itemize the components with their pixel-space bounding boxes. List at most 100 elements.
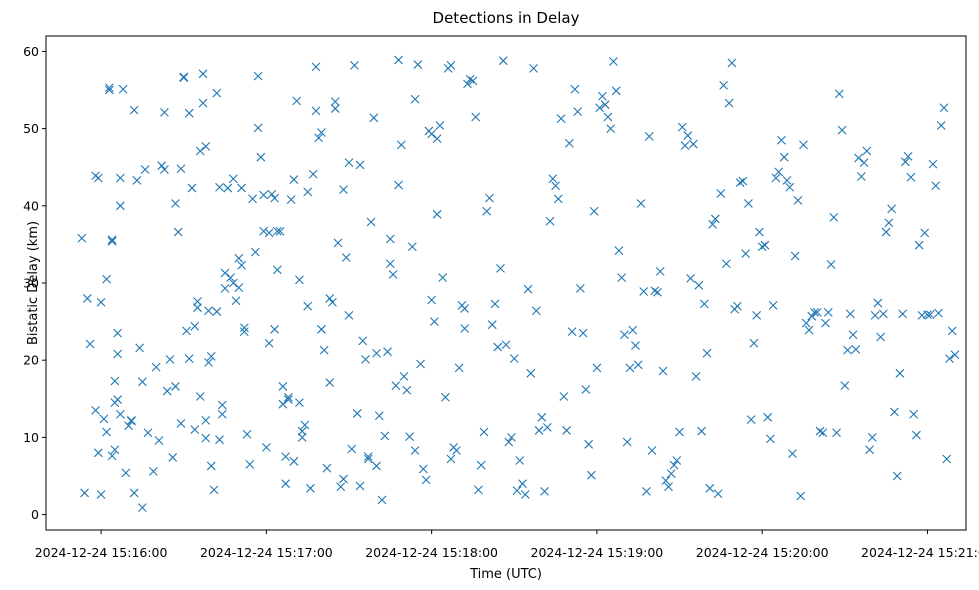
- data-point-marker: [870, 311, 880, 320]
- data-point-marker: [138, 377, 147, 387]
- data-point-marker: [215, 435, 224, 445]
- data-point-marker: [636, 199, 646, 208]
- data-point-marker: [245, 460, 255, 469]
- data-point-marker: [429, 317, 439, 326]
- data-point-marker: [865, 445, 874, 455]
- data-point-marker: [372, 461, 381, 471]
- data-point-marker: [107, 236, 117, 246]
- data-markers: [77, 55, 960, 513]
- data-point-marker: [573, 107, 583, 117]
- data-point-marker: [209, 485, 219, 495]
- data-point-marker: [124, 421, 134, 431]
- data-point-marker: [385, 259, 395, 269]
- data-point-marker: [746, 415, 756, 425]
- data-point-marker: [256, 152, 266, 162]
- data-point-marker: [421, 475, 431, 485]
- data-point-marker: [942, 454, 952, 464]
- data-point-marker: [945, 354, 954, 364]
- data-point-marker: [589, 206, 599, 216]
- y-tick-label: 60: [23, 44, 39, 59]
- data-point-marker: [410, 446, 420, 455]
- data-point-marker: [135, 343, 145, 353]
- data-point-marker: [735, 178, 745, 188]
- data-point-marker: [804, 325, 814, 335]
- data-point-marker: [669, 460, 679, 470]
- data-point-marker: [633, 360, 643, 370]
- data-point-marker: [432, 209, 442, 219]
- data-point-marker: [518, 479, 527, 489]
- data-point-marker: [768, 300, 778, 310]
- data-point-marker: [127, 416, 136, 426]
- data-point-marker: [889, 407, 899, 417]
- data-point-marker: [113, 349, 123, 359]
- data-point-marker: [328, 297, 337, 307]
- data-point-marker: [204, 358, 213, 367]
- data-point-marker: [115, 173, 125, 183]
- data-point-marker: [410, 94, 420, 104]
- data-point-marker: [173, 227, 183, 237]
- data-point-marker: [93, 448, 103, 458]
- data-point-marker: [644, 131, 654, 141]
- data-point-marker: [716, 189, 726, 198]
- data-point-marker: [603, 112, 613, 122]
- data-point-marker: [639, 287, 649, 296]
- data-point-marker: [374, 411, 384, 421]
- data-point-marker: [493, 342, 503, 352]
- data-point-marker: [553, 194, 563, 204]
- data-point-marker: [138, 503, 147, 513]
- data-point-marker: [777, 135, 786, 145]
- data-point-marker: [912, 430, 921, 440]
- data-point-marker: [653, 287, 662, 297]
- data-point-marker: [435, 121, 445, 130]
- data-point-marker: [914, 240, 924, 250]
- data-point-marker: [104, 85, 114, 95]
- data-point-marker: [829, 213, 839, 222]
- data-point-marker: [110, 376, 120, 386]
- data-point-marker: [215, 182, 224, 192]
- data-point-marker: [810, 307, 819, 317]
- data-point-marker: [132, 175, 142, 185]
- data-point-marker: [479, 427, 489, 437]
- data-point-marker: [812, 307, 822, 317]
- data-point-marker: [884, 218, 894, 228]
- data-point-marker: [427, 295, 437, 305]
- data-point-marker: [468, 76, 478, 86]
- data-point-marker: [352, 409, 362, 418]
- data-point-marker: [771, 173, 781, 183]
- data-point-marker: [545, 216, 555, 226]
- data-point-marker: [823, 307, 833, 317]
- data-point-marker: [339, 185, 348, 194]
- data-point-marker: [427, 129, 437, 139]
- data-point-marker: [113, 328, 123, 338]
- data-point-marker: [766, 434, 775, 444]
- data-point-marker: [239, 323, 249, 333]
- data-point-marker: [157, 161, 167, 171]
- data-point-marker: [801, 318, 811, 328]
- data-point-marker: [190, 425, 200, 435]
- data-point-marker: [107, 235, 117, 245]
- data-point-marker: [193, 297, 202, 306]
- data-point-marker: [859, 158, 869, 167]
- data-point-marker: [697, 426, 706, 436]
- data-point-marker: [526, 368, 536, 378]
- data-point-marker: [314, 133, 324, 143]
- data-point-marker: [151, 362, 161, 372]
- data-point-marker: [140, 165, 150, 174]
- data-point-marker: [738, 176, 748, 186]
- data-point-marker: [272, 226, 282, 236]
- data-point-marker: [454, 363, 464, 373]
- data-point-marker: [474, 485, 483, 495]
- data-point-marker: [107, 451, 117, 461]
- data-point-marker: [278, 399, 288, 409]
- data-point-marker: [531, 306, 541, 316]
- data-point-marker: [347, 444, 357, 454]
- data-point-marker: [537, 412, 547, 422]
- data-point-marker: [575, 284, 585, 293]
- data-point-marker: [498, 56, 508, 66]
- data-point-marker: [540, 487, 549, 496]
- data-point-marker: [259, 226, 268, 236]
- data-point-marker: [250, 247, 260, 257]
- data-point-marker: [190, 321, 200, 331]
- data-point-marker: [504, 437, 514, 447]
- data-point-marker: [664, 482, 673, 492]
